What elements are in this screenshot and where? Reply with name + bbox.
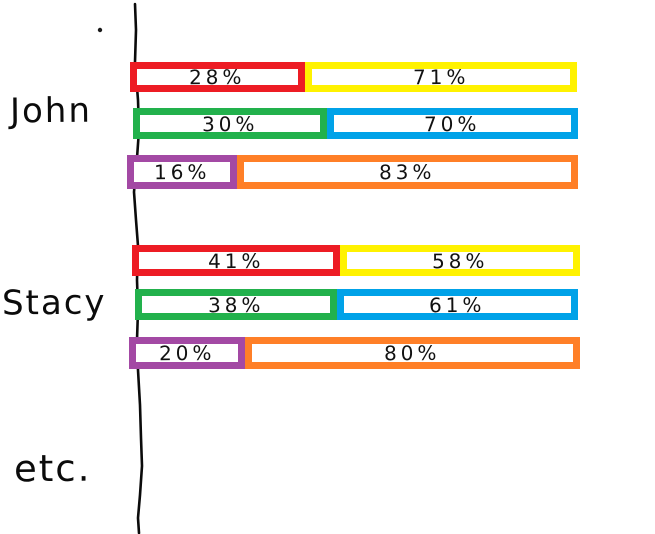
bar-segment-blue: 61% [337, 289, 578, 320]
segment-value-label: 30% [201, 111, 259, 136]
bar-segment-red: 28% [130, 62, 305, 92]
bar-segment-blue: 70% [327, 108, 578, 139]
segment-value-label: 16% [153, 159, 211, 185]
category-label-john: John [9, 90, 93, 132]
bar-segment-yellow: 58% [340, 245, 580, 276]
bar-segment-red: 41% [132, 245, 340, 276]
bar-segment-purple: 20% [129, 337, 245, 369]
segment-value-label: 83% [379, 159, 436, 185]
segment-value-label: 41% [207, 248, 265, 273]
segment-value-label: 70% [424, 111, 481, 136]
bar-segment-orange: 80% [245, 337, 580, 369]
category-label-stacy: Stacy [1, 282, 107, 324]
bar-segment-green: 30% [133, 108, 327, 139]
category-label-etc: etc. [13, 446, 92, 491]
segment-value-label: 28% [189, 64, 246, 90]
segment-value-label: 38% [207, 292, 265, 317]
bar-segment-green: 38% [135, 289, 337, 320]
segment-value-label: 61% [429, 292, 486, 317]
segment-value-label: 80% [384, 340, 441, 366]
segment-value-label: 58% [431, 248, 489, 273]
bar-segment-purple: 16% [127, 155, 237, 189]
bar-segment-yellow: 71% [305, 62, 577, 92]
segment-value-label: 20% [158, 340, 216, 366]
segment-value-label: 71% [412, 64, 470, 90]
stray-pen-dot [97, 27, 103, 33]
bar-segment-orange: 83% [237, 155, 578, 189]
